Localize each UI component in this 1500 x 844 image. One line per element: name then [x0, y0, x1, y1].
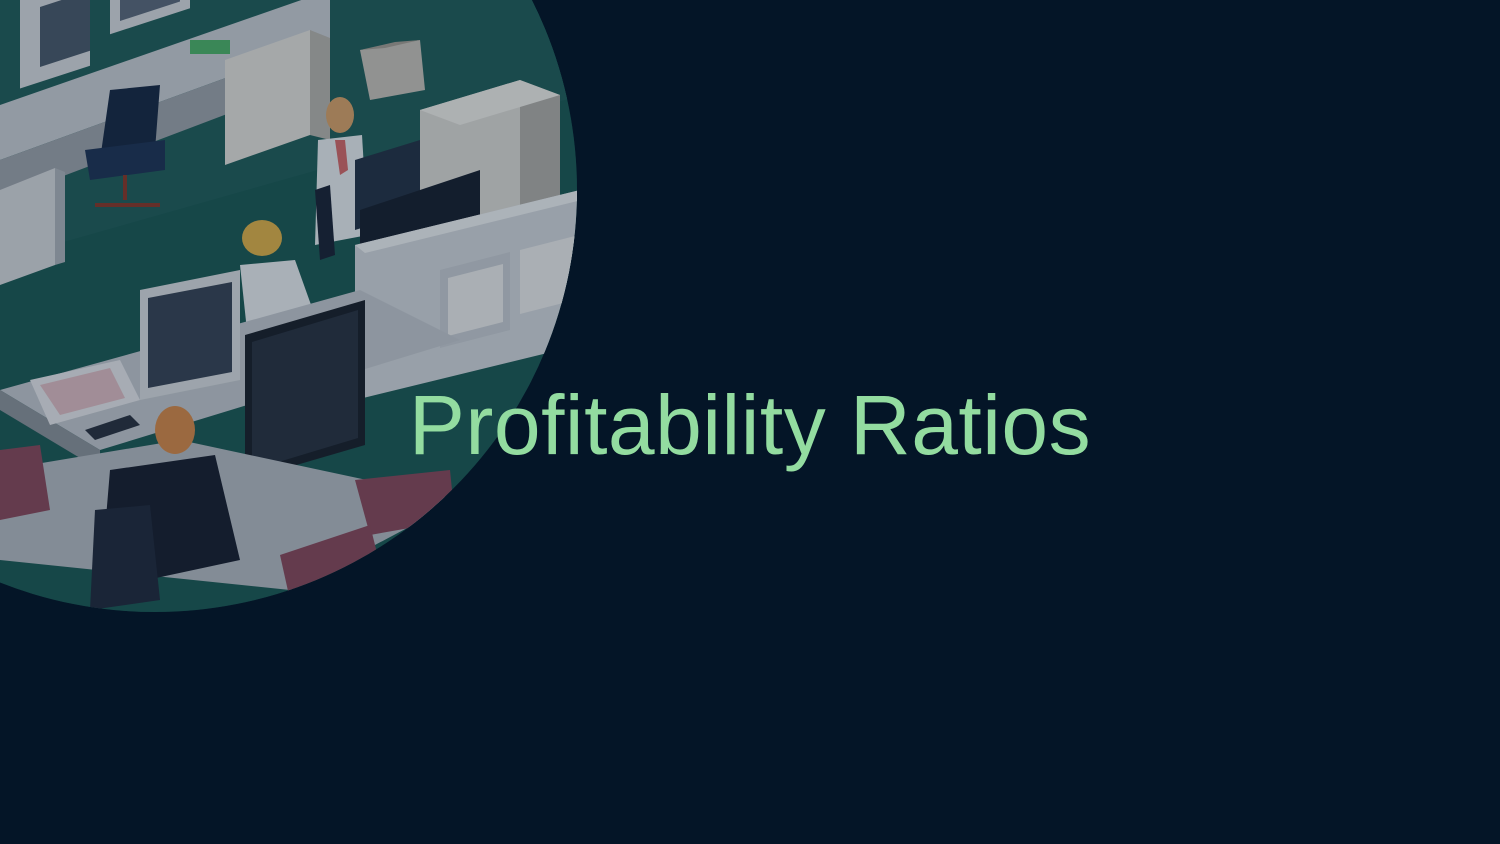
slide-title: Profitability Ratios [408, 378, 1092, 472]
